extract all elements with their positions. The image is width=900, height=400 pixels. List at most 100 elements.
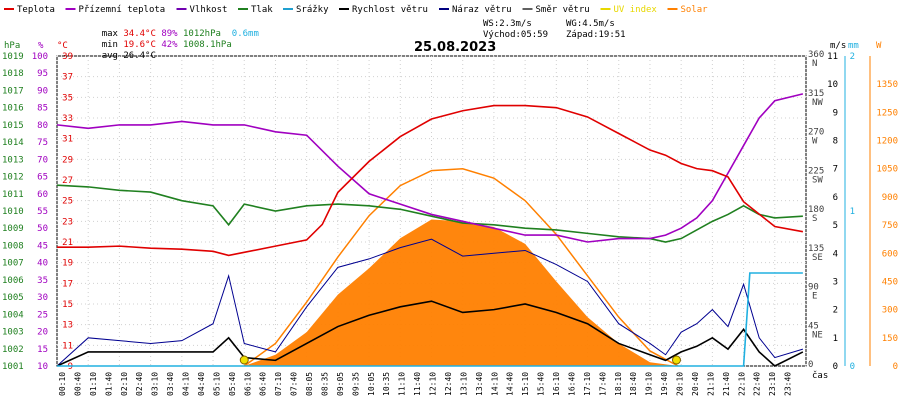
tick-wind-dir: 315	[808, 89, 824, 99]
tick-temperature: 17	[62, 279, 73, 289]
tick-temperature: 31	[62, 135, 73, 145]
series-line-Vlhkost	[56, 93, 804, 243]
tick-x: 18:40	[629, 372, 638, 396]
stat-avg: avg 26.4°C	[101, 51, 156, 61]
tick-solar: 300	[882, 306, 898, 316]
tick-wind-speed: 7	[833, 165, 838, 175]
tick-temperature: 21	[62, 238, 73, 248]
tick-x: 14:10	[490, 372, 499, 396]
tick-x: 02:40	[135, 372, 144, 396]
axis-unit-solar: W	[876, 41, 882, 51]
tick-temperature: 37	[62, 73, 73, 83]
tick-x: 09:05	[336, 372, 345, 396]
tick-x: 19:40	[660, 372, 669, 396]
tick-temperature: 9	[68, 362, 73, 372]
stat-min: min 19.6°C 42% 1008.1hPa	[101, 40, 232, 50]
series-line-Náraz větru	[56, 238, 804, 367]
tick-x: 10:35	[382, 372, 391, 396]
tick-temperature: 33	[62, 114, 73, 124]
axis-unit-humidity: %	[38, 41, 44, 51]
tick-wind-dir-label: SE	[812, 253, 823, 263]
tick-pressure: 1005	[2, 293, 24, 303]
axis-title-x: čas	[812, 370, 828, 381]
tick-humidity: 75	[37, 138, 48, 148]
tick-x: 09:35	[351, 372, 360, 396]
tick-pressure: 1011	[2, 190, 24, 200]
tick-pressure: 1004	[2, 310, 24, 320]
tick-x: 04:40	[197, 372, 206, 396]
legend-label-6: Náraz větru	[452, 5, 512, 15]
tick-rain: 2	[850, 52, 855, 62]
tick-x: 11:40	[413, 372, 422, 396]
series-line-Rychlost větru	[56, 300, 804, 367]
tick-humidity: 45	[37, 241, 48, 251]
tick-humidity: 70	[37, 155, 48, 165]
tick-x: 01:40	[104, 372, 113, 396]
tick-x: 05:10	[212, 372, 221, 396]
tick-solar: 1350	[876, 80, 898, 90]
tick-wind-dir-label: NW	[812, 98, 823, 108]
tick-pressure: 1013	[2, 155, 24, 165]
tick-x: 13:10	[459, 372, 468, 396]
legend-label-9: Solar	[681, 5, 709, 15]
tick-pressure: 1019	[2, 52, 24, 62]
tick-pressure: 1014	[2, 138, 24, 148]
tick-wind-speed: 0	[833, 362, 838, 372]
tick-pressure: 1008	[2, 241, 24, 251]
axis-unit-pressure: hPa	[4, 41, 20, 51]
legend-label-7: Směr větru	[536, 5, 590, 15]
tick-temperature: 35	[62, 93, 73, 103]
tick-x: 03:10	[151, 372, 160, 396]
tick-temperature: 13	[62, 321, 73, 331]
tick-humidity: 85	[37, 104, 48, 114]
tick-x: 08:05	[305, 372, 314, 396]
tick-humidity: 65	[37, 173, 48, 183]
tick-x: 19:10	[645, 372, 654, 396]
tick-x: 12:10	[429, 372, 438, 396]
tick-pressure: 1010	[2, 207, 24, 217]
tick-x: 16:40	[567, 372, 576, 396]
tick-wind-speed: 10	[827, 80, 838, 90]
tick-wind-speed: 4	[833, 249, 838, 259]
tick-humidity: 55	[37, 207, 48, 217]
tick-x: 02:10	[120, 372, 129, 396]
tick-x: 23:40	[784, 372, 793, 396]
tick-x: 03:40	[166, 372, 175, 396]
tick-x: 01:10	[89, 372, 98, 396]
tick-humidity: 25	[37, 310, 48, 320]
tick-temperature: 29	[62, 155, 73, 165]
marker-sunset	[671, 355, 681, 365]
stat-max: max 34.4°C 89% 1012hPa 0.6mm	[101, 29, 259, 39]
tick-humidity: 60	[37, 190, 48, 200]
tick-rain: 1	[850, 207, 855, 217]
tick-pressure: 1003	[2, 328, 24, 338]
tick-x: 20:10	[676, 372, 685, 396]
tick-humidity: 20	[37, 328, 48, 338]
tick-humidity: 100	[32, 52, 48, 62]
tick-solar: 600	[882, 249, 898, 259]
series-solar-area	[244, 219, 679, 366]
stat-sunset: Západ:19:51	[566, 30, 626, 40]
tick-wind-speed: 6	[833, 193, 838, 203]
tick-solar: 1200	[876, 137, 898, 147]
tick-temperature: 25	[62, 197, 73, 207]
series-line-Tlak	[56, 184, 803, 243]
tick-temperature: 15	[62, 300, 73, 310]
stat-wind-speed: WS:2.3m/s	[483, 19, 532, 29]
tick-pressure: 1016	[2, 104, 24, 114]
tick-wind-dir: 135	[808, 244, 824, 254]
tick-x: 05:40	[228, 372, 237, 396]
tick-rain: 0	[850, 362, 855, 372]
tick-wind-dir-label: NE	[812, 330, 823, 340]
tick-pressure: 1009	[2, 224, 24, 234]
tick-wind-dir-label: E	[812, 292, 817, 302]
marker-sunrise	[239, 355, 249, 365]
tick-x: 14:40	[506, 372, 515, 396]
stat-wind-gust: WG:4.5m/s	[566, 19, 615, 29]
tick-x: 21:40	[722, 372, 731, 396]
tick-x: 23:10	[768, 372, 777, 396]
tick-temperature: 23	[62, 217, 73, 227]
tick-pressure: 1001	[2, 362, 24, 372]
tick-pressure: 1002	[2, 345, 24, 355]
